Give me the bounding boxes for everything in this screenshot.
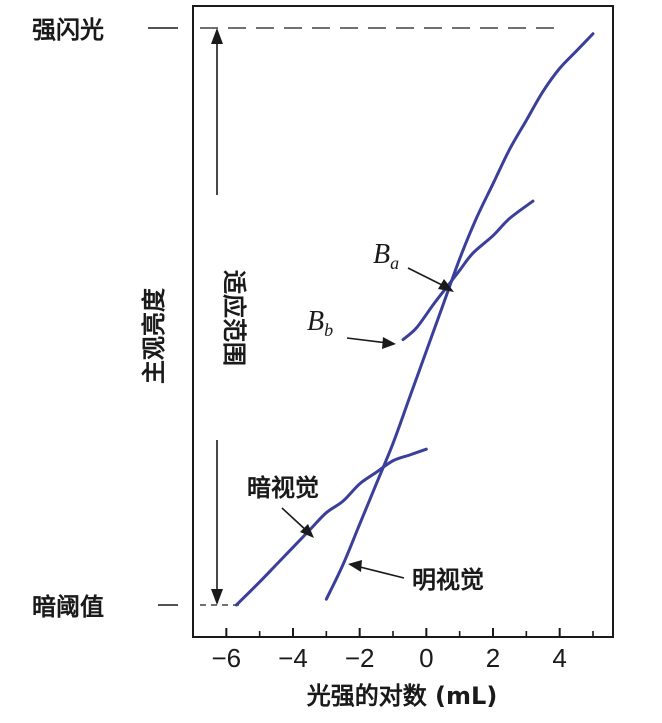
annotation-ba-sub: a <box>390 253 399 273</box>
y-axis-label: 主观亮度 <box>140 287 168 384</box>
curve-photopic <box>324 32 595 601</box>
annotation-scotopic: 暗视觉 <box>247 474 319 502</box>
annotation-photopic: 明视觉 <box>412 566 484 594</box>
x-tick-label: −4 <box>278 643 308 673</box>
x-tick-label: 2 <box>486 643 500 673</box>
adaptation-arrowhead-down <box>211 589 223 605</box>
annotation-scotopic-arrow <box>281 507 309 533</box>
adaptation-range-label: 适应范围 <box>220 270 248 366</box>
x-tick-label: −2 <box>345 643 375 673</box>
plot-frame <box>192 5 614 638</box>
annotation-scotopic-arrowhead <box>300 524 314 538</box>
x-tick-label: −6 <box>212 643 242 673</box>
x-axis-label: 光强的对数 (mL) <box>306 682 498 710</box>
annotation-photopic-arrow <box>355 565 405 579</box>
curve-scotopic <box>234 447 428 607</box>
y-level-label-bottom: 暗阈值 <box>32 593 104 621</box>
annotation-photopic-arrowhead <box>348 560 362 572</box>
annotation-ba: Ba <box>373 239 399 273</box>
adaptation-arrowhead-up <box>211 28 223 44</box>
x-tick-label: 4 <box>552 643 566 673</box>
annotation-bb-arrowhead <box>382 337 396 349</box>
x-tick-label: 0 <box>419 643 433 673</box>
curve-b-adapted <box>401 199 535 342</box>
annotation-bb: Bb <box>307 306 333 340</box>
annotation-ba-arrowhead <box>438 279 454 292</box>
annotation-bb-sub: b <box>324 320 333 340</box>
annotation-ba-main: B <box>373 239 390 270</box>
annotation-bb-arrow <box>346 337 389 344</box>
curves-group <box>234 32 595 607</box>
annotation-bb-main: B <box>307 306 324 337</box>
y-level-label-top: 强闪光 <box>32 16 104 44</box>
x-axis-ticks: −6 −4 −2 0 2 4 <box>212 628 594 673</box>
